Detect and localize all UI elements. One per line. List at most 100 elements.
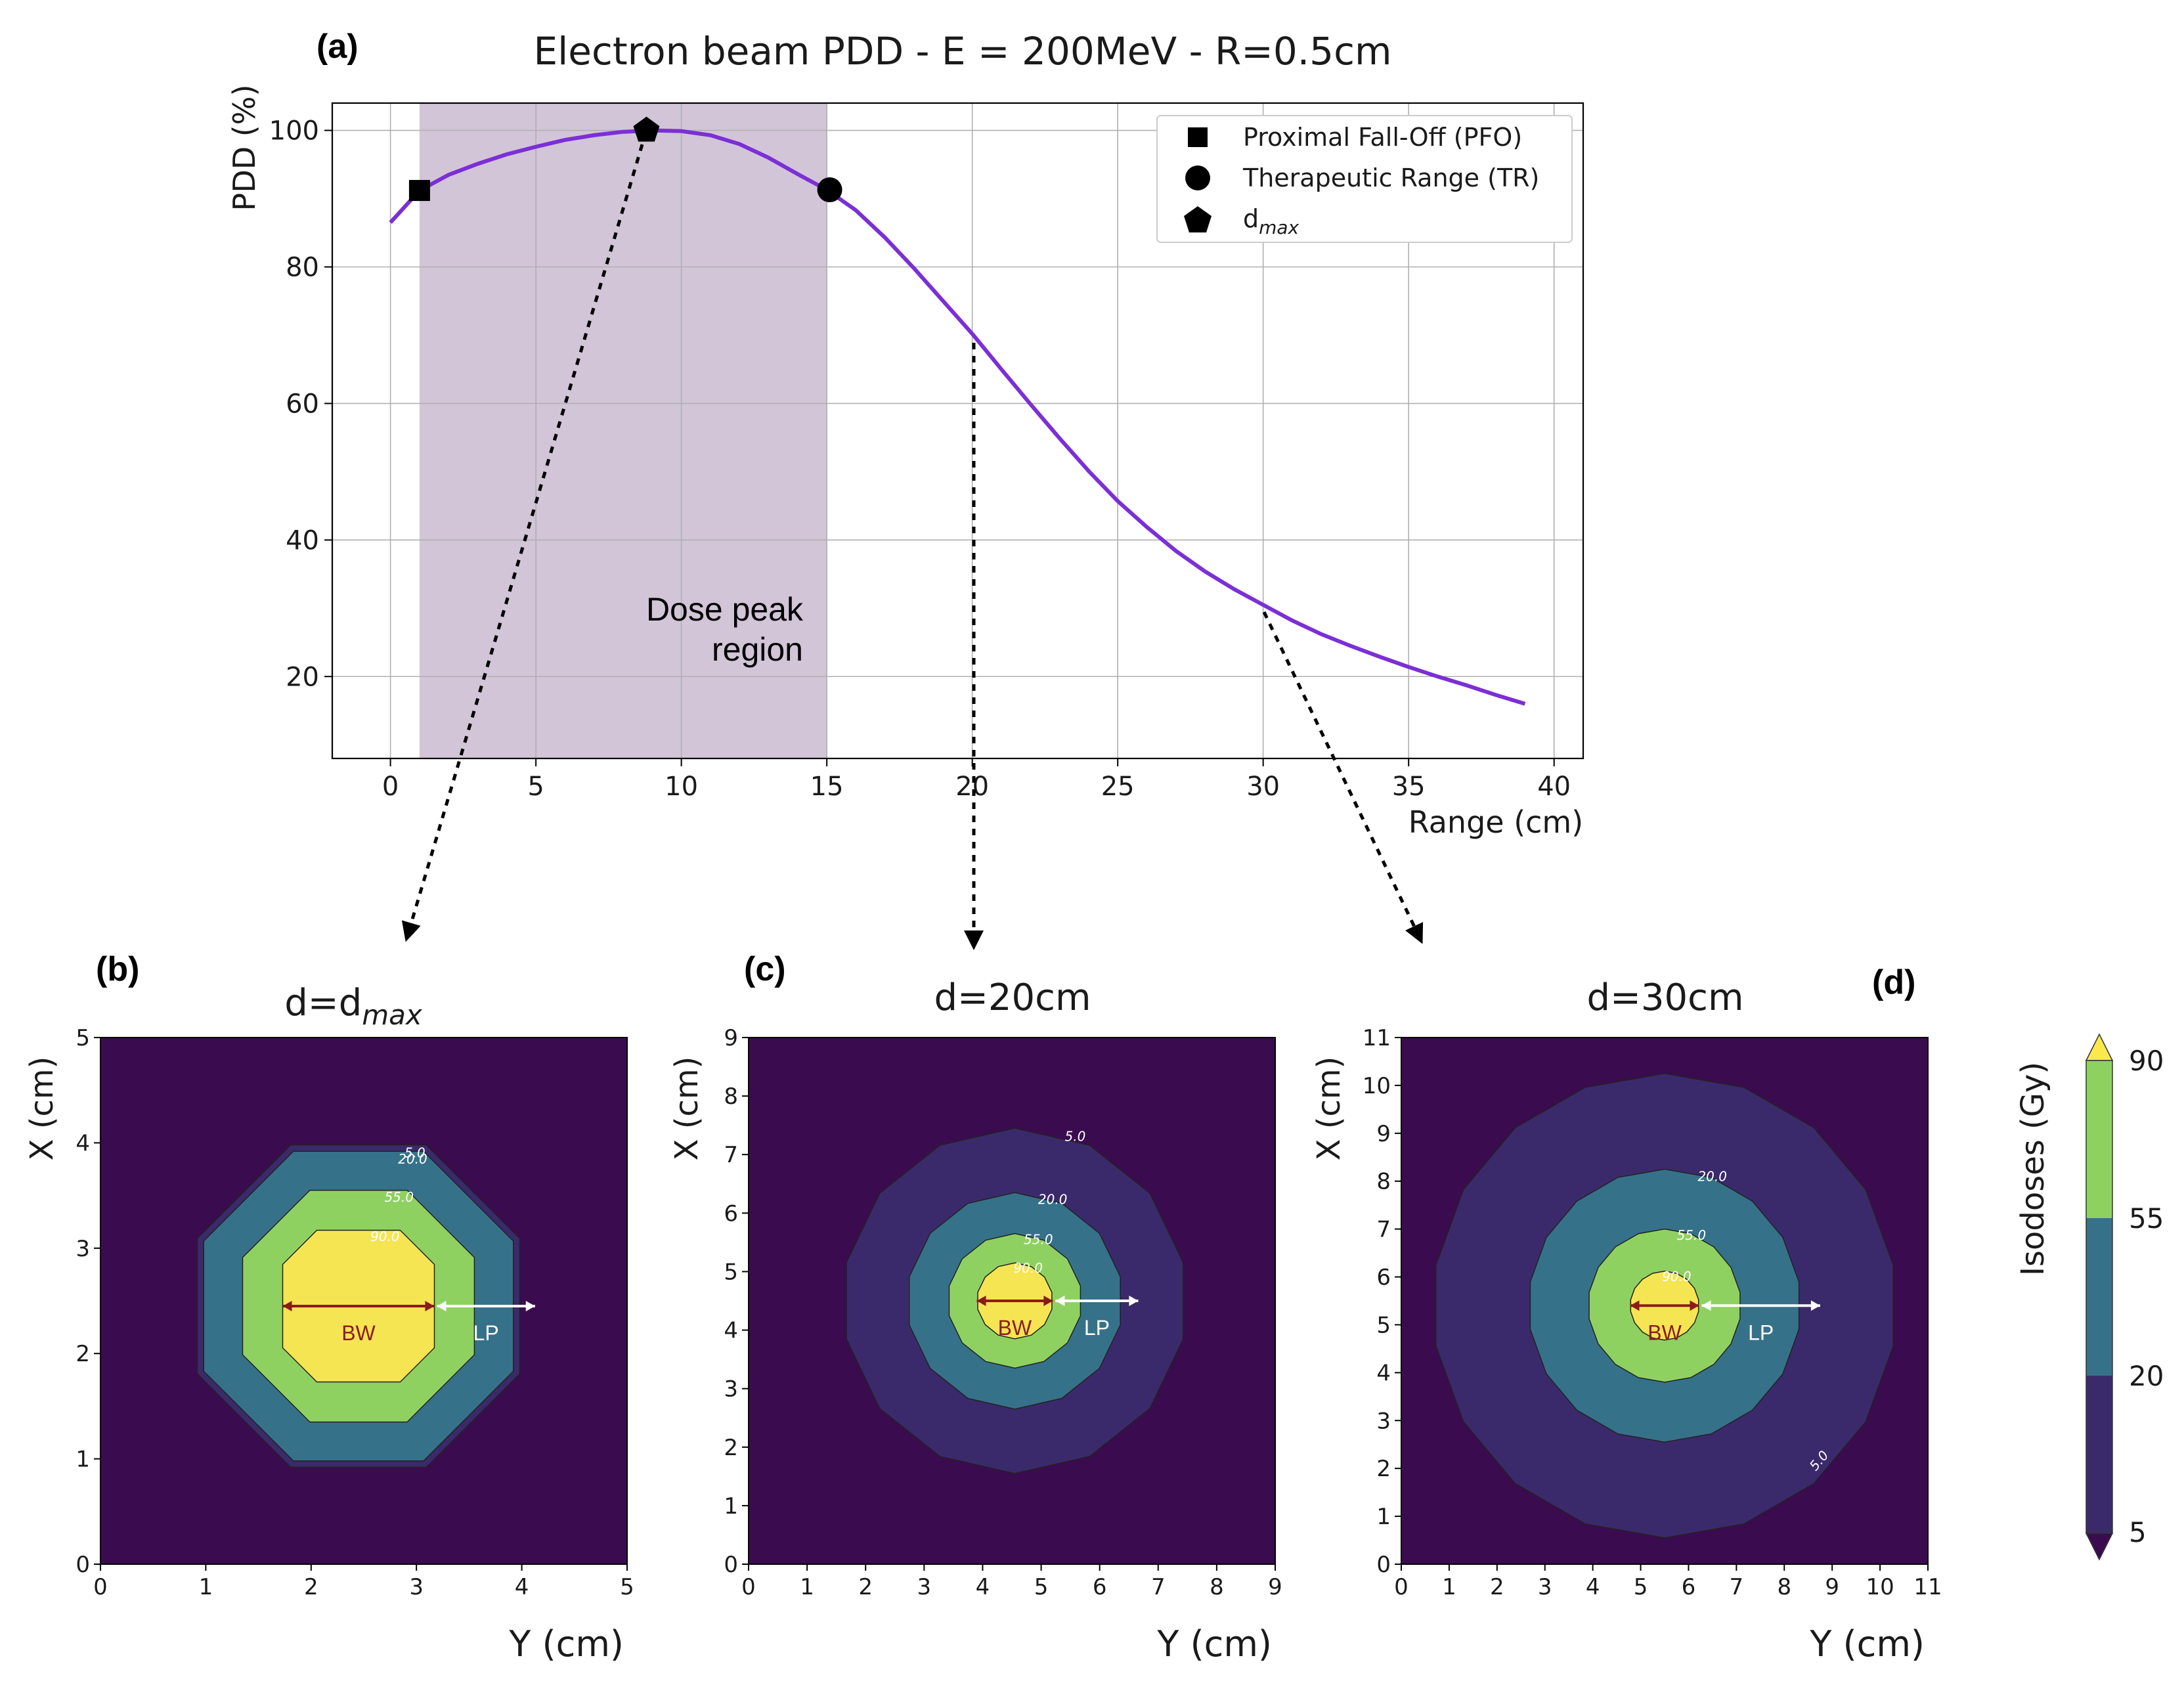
contour-ytick-label: 11 [1363, 1025, 1391, 1051]
legend-pentagon-icon [1184, 206, 1212, 232]
colorbar-top-extend [2085, 1033, 2114, 1061]
contour-frame [100, 1037, 628, 1565]
contour-ytick-label: 5 [1376, 1312, 1391, 1338]
legend-dmax-sub: max [1259, 217, 1299, 238]
pdd-axes-frame [331, 102, 1584, 760]
contour-xtick-label: 6 [1682, 1574, 1696, 1600]
colorbar-tick-55: 55 [2129, 1202, 2164, 1235]
arrow-to-b [401, 144, 644, 942]
contour-xtick-label: 8 [1210, 1574, 1224, 1600]
bw-label: BW [998, 1316, 1032, 1340]
legend-square-icon [1188, 127, 1208, 147]
panel-label-a: (a) [317, 28, 359, 66]
contour-ytick-label: 4 [76, 1130, 90, 1156]
colorbar-band-55 [2086, 1061, 2112, 1218]
contour-ytick-label: 7 [724, 1142, 738, 1168]
contour-ytick-label: 4 [724, 1318, 738, 1344]
contour-xtick-label: 6 [1093, 1574, 1107, 1600]
contour-ylabel: X (cm) [24, 1057, 60, 1161]
pdd-xtick-label: 0 [382, 772, 399, 802]
contour-xtick-label: 5 [1634, 1574, 1648, 1600]
colorbar: 90 55 20 5 Isodoses (Gy) [2015, 1033, 2164, 1561]
pdd-xtick-label: 10 [665, 772, 698, 802]
legend-box [1156, 115, 1573, 243]
contour-xtick-label: 1 [1442, 1574, 1456, 1600]
contour-xtick-label: 0 [93, 1574, 108, 1600]
contour-ylabel: X (cm) [668, 1057, 705, 1161]
contour-xtick-label: 7 [1730, 1574, 1744, 1600]
contour-label: 90.0 [1662, 1269, 1692, 1284]
contour-ytick-label: 1 [724, 1493, 738, 1520]
contour-label: 5.0 [1065, 1128, 1086, 1144]
panel-label-d: (d) [1872, 963, 1915, 1001]
lp-arrowhead-left [1701, 1300, 1711, 1311]
dmax-marker [633, 116, 660, 142]
title-b: d=dmax [284, 982, 423, 1031]
pdd-ylabel: PDD (%) [227, 85, 262, 211]
contour-xtick-label: 5 [1034, 1574, 1049, 1600]
contour-ytick-label: 2 [76, 1341, 90, 1367]
bw-label: BW [341, 1321, 376, 1345]
colorbar-tick-90: 90 [2129, 1045, 2164, 1077]
legend-dmax-base: d [1243, 204, 1259, 233]
contour-xtick-label: 1 [800, 1574, 814, 1600]
bw-arrowhead-right [1043, 1296, 1053, 1306]
bw-arrowhead-left [976, 1296, 986, 1306]
contour-xtick-label: 0 [741, 1574, 756, 1600]
contour-ytick-label: 1 [76, 1447, 90, 1473]
colorbar-band-20 [2086, 1218, 2112, 1376]
lp-arrowhead-left [1055, 1296, 1065, 1306]
lp-arrowhead-right [1129, 1296, 1139, 1306]
contour-xtick-label: 1 [199, 1574, 213, 1600]
contour-ytick-label: 9 [724, 1025, 738, 1051]
contour-ytick-label: 0 [724, 1552, 738, 1578]
pdd-xtick-label: 35 [1392, 772, 1426, 802]
bw-arrowhead-left [282, 1301, 292, 1312]
contour-ytick-label: 3 [1376, 1408, 1391, 1434]
colorbar-bottom-extend [2085, 1533, 2114, 1561]
contour-ytick-label: 5 [76, 1025, 90, 1051]
contour-label: 55.0 [1677, 1227, 1707, 1243]
lp-arrowhead-left [437, 1301, 447, 1312]
panel-label-b: (b) [96, 950, 139, 988]
contour-ytick-label: 10 [1363, 1073, 1391, 1099]
contour-label: 5.0 [404, 1145, 426, 1161]
contour-xtick-label: 10 [1866, 1574, 1894, 1600]
pdd-ytick-label: 40 [286, 525, 319, 556]
contour-xtick-label: 8 [1777, 1574, 1791, 1600]
panel-label-c: (c) [744, 950, 786, 988]
colorbar-tick-20: 20 [2129, 1360, 2164, 1392]
title-c: d=20cm [934, 976, 1091, 1019]
lp-arrowhead-right [1810, 1300, 1820, 1311]
pdd-xtick-label: 5 [527, 772, 544, 802]
pdd-markers [408, 116, 842, 203]
pdd-xtick-label: 15 [810, 772, 844, 802]
contour-panel-b: 5.020.0 55.0 90.0 BW LP 0 1 2 3 4 5 0 1 2 3 4 5 Y (cm) X (… [24, 1025, 634, 1665]
pdd-xtick-label: 20 [955, 772, 989, 802]
contour-ytick-label: 5 [724, 1259, 738, 1285]
pdd-plot: 0 5 10 15 20 25 30 35 40 20 40 60 80 100 Dose peak re… [227, 85, 1584, 840]
contour-xtick-label: 2 [858, 1574, 873, 1600]
contour-label: 90.0 [370, 1229, 400, 1244]
contour-label: 20.0 [1038, 1191, 1068, 1207]
contour-ytick-label: 6 [1376, 1265, 1391, 1291]
pdd-xtick-label: 40 [1537, 772, 1571, 802]
legend-pfo: Proximal Fall-Off (PFO) [1243, 123, 1522, 152]
contour-ytick-label: 6 [724, 1200, 738, 1227]
contour-xtick-label: 0 [1394, 1574, 1409, 1600]
lp-label: LP [1084, 1316, 1110, 1340]
contour-label: 90.0 [1013, 1260, 1043, 1276]
contour-ylabel: X (cm) [1311, 1057, 1347, 1161]
tr-marker [817, 177, 842, 203]
contour-xtick-label: 9 [1268, 1574, 1282, 1600]
contour-panel-c: 5.0 20.0 55.0 90.0 BW LP 0 1 2 3 4 5 6 7 8 9 0 1 2 3 4 5 6 7 8 9 Y… [668, 1025, 1282, 1665]
bw-arrowhead-right [425, 1301, 435, 1312]
contour-xtick-label: 5 [620, 1574, 634, 1600]
pdd-ytick-label: 100 [269, 116, 319, 146]
colorbar-tick-5: 5 [2129, 1516, 2147, 1548]
legend-dmax: dmax [1243, 204, 1299, 238]
contour-xtick-label: 3 [409, 1574, 424, 1600]
lp-arrowhead-right [525, 1301, 535, 1312]
contour-panel-d: 20.055.090.05.0BW LP0 1 2 3 4 5 6 7 8 9 10 110123456… [1311, 1025, 1942, 1665]
